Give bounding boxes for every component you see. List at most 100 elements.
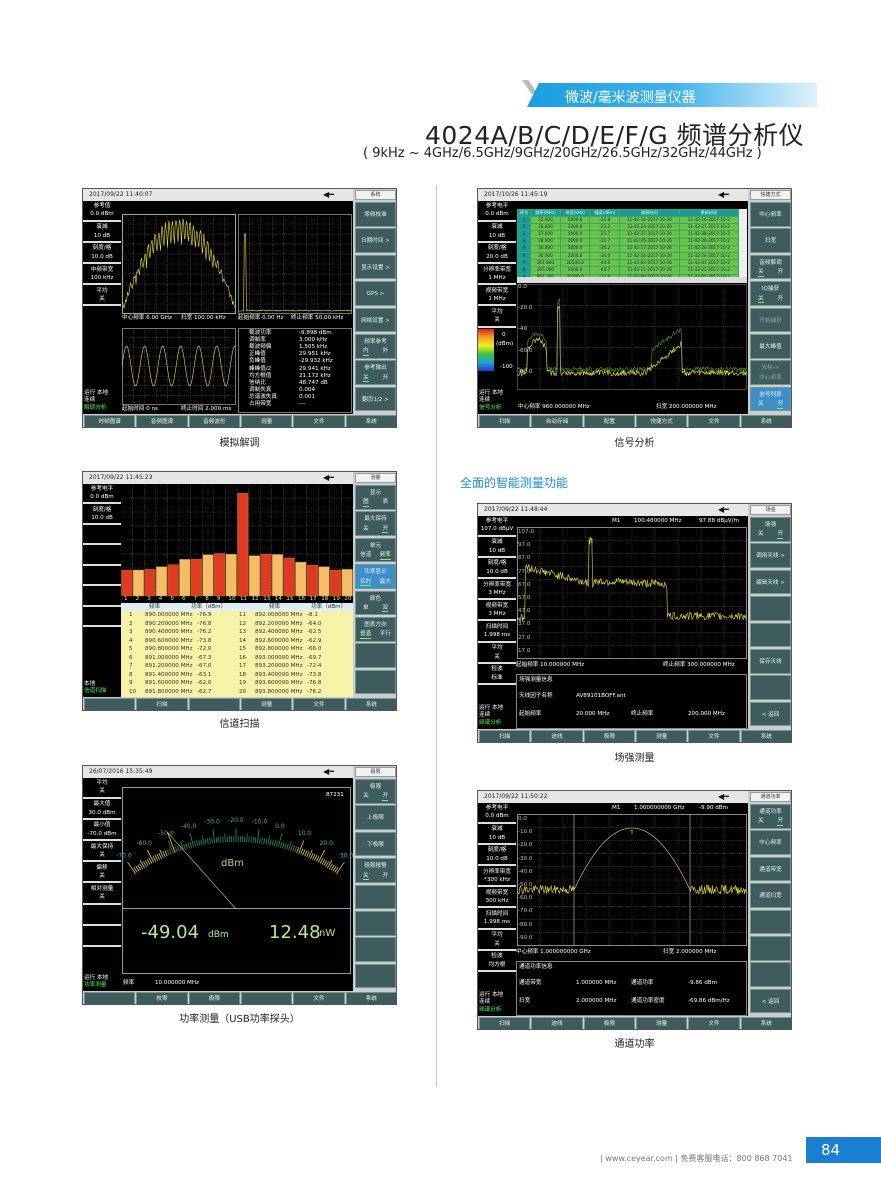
menu-tab[interactable]: 音频图谱 (136, 415, 188, 427)
menu-tab[interactable]: 测量 (635, 1017, 688, 1029)
softkey-option[interactable]: 开 (777, 401, 784, 409)
softkey-option[interactable]: 关 (757, 295, 764, 304)
softkey-option[interactable]: 关 (757, 531, 764, 538)
parameter-item[interactable]: 衰减 10 dB (478, 537, 516, 558)
table-row[interactable]: 2 26.000 2000.0 -22.2 11-42-24-2017-10-26 11-… (516, 223, 740, 232)
parameter-item[interactable]: 参考电平 0.0 dBm (478, 803, 516, 824)
softkey-button[interactable]: GPS > (355, 281, 396, 306)
softkey-option[interactable]: 开 (777, 295, 784, 302)
menu-tab[interactable] (84, 992, 136, 1004)
parameter-item[interactable]: 平均关 (478, 930, 516, 951)
softkey-option[interactable]: 关 (362, 872, 369, 881)
menu-tab[interactable] (84, 698, 136, 710)
parameter-item[interactable]: 参考值 0.0 dBm (83, 201, 121, 222)
menu-tab[interactable]: 配置 (583, 415, 635, 427)
parameter-item[interactable]: 最大值 30.0 dBm (83, 799, 121, 820)
softkey-button[interactable]: 翻页1/2 > (355, 386, 396, 412)
softkey-button[interactable]: 颜色单双 (355, 590, 396, 616)
parameter-item[interactable]: 视频带宽 3 MHz (478, 601, 516, 622)
table-row[interactable]: 7 361.800 20100.0 -44.6 11-42-03-2017-10-26 1… (516, 259, 740, 268)
menu-tab[interactable]: 系统 (345, 698, 396, 710)
softkey-button[interactable]: < 返回 (750, 988, 791, 1014)
softkey-option[interactable]: 开 (382, 374, 389, 381)
softkey-option[interactable]: 双 (382, 605, 389, 613)
parameter-item[interactable] (83, 607, 121, 627)
column-header[interactable]: 序号 (516, 209, 532, 217)
softkey-button[interactable]: 极限关开 (355, 779, 396, 804)
softkey-option[interactable]: 信道 (360, 552, 372, 559)
parameter-item[interactable]: 偏移关 (83, 863, 121, 884)
menu-tab[interactable]: 文件 (688, 415, 740, 427)
menu-tab[interactable]: 系统 (740, 415, 791, 427)
softkey-option[interactable]: 关 (757, 269, 764, 277)
parameter-item[interactable]: 扫描时间 1.998 ms (478, 909, 516, 930)
menu-tab[interactable] (240, 992, 293, 1004)
parameter-item[interactable] (83, 587, 121, 607)
softkey-button[interactable]: 通道功率关开 (750, 804, 791, 829)
parameter-item[interactable]: 最大保持关 (83, 842, 121, 863)
softkey-button[interactable]: 显示设置 > (355, 254, 396, 280)
table-row[interactable]: 8 365.000 5000.0 -44.7 11-42-11-2017-10-26 11… (516, 266, 740, 275)
menu-tab[interactable]: 极限 (583, 730, 635, 742)
softkey-option[interactable]: 内 (362, 348, 369, 356)
softkey-button[interactable] (355, 911, 396, 936)
menu-tab[interactable]: 测量 (635, 730, 688, 742)
softkey-button[interactable]: 编辑天线 > (750, 569, 791, 595)
softkey-button[interactable] (355, 884, 396, 910)
menu-tab[interactable]: 自动存储 (531, 415, 583, 427)
softkey-option[interactable]: 实时 (360, 578, 372, 587)
softkey-button[interactable]: 场强关开 (750, 517, 791, 542)
menu-tab[interactable]: 文件 (293, 698, 345, 710)
softkey-button[interactable]: 图表方向 垂直 平行 (355, 617, 396, 642)
menu-tab[interactable]: 扫描 (136, 698, 188, 710)
parameter-item[interactable]: 分辨率带宽 3 MHz (478, 580, 516, 601)
softkey-option[interactable]: 开 (777, 818, 784, 826)
parameter-item[interactable] (83, 905, 121, 926)
softkey-button[interactable] (750, 936, 791, 961)
softkey-option[interactable]: 开 (382, 793, 389, 801)
column-header[interactable]: 频率(MHz) (530, 209, 561, 217)
softkey-button[interactable]: 信号列表关开 (750, 386, 791, 412)
parameter-item[interactable] (83, 926, 121, 948)
column-header[interactable]: 捕获时间 (619, 209, 680, 217)
softkey-button[interactable]: 开始捕获 (750, 307, 791, 333)
softkey-button[interactable]: 通道带宽 (750, 856, 791, 882)
softkey-button[interactable] (355, 963, 396, 989)
softkey-button[interactable] (750, 909, 791, 935)
parameter-item[interactable]: 参考电平 0.0 dBm (478, 201, 516, 222)
parameter-item[interactable]: 扫描时间 1.998 ms (478, 622, 516, 643)
softkey-button[interactable]: 中心频率 (750, 202, 791, 227)
softkey-button[interactable] (750, 596, 791, 621)
softkey-button[interactable]: 零频校准 (355, 202, 396, 227)
parameter-item[interactable] (83, 525, 121, 545)
menu-tab[interactable]: 扫描 (479, 415, 531, 427)
softkey-option[interactable]: 垂直 (360, 631, 372, 639)
table-row[interactable]: 4 28.000 2000.0 -21.7 11-42-25-2017-10-26 11-… (516, 237, 740, 246)
softkey-button[interactable]: 功率显示 实时 最大 (355, 564, 396, 589)
softkey-option[interactable]: 开 (777, 531, 784, 539)
parameter-item[interactable]: 相对测量关 (83, 884, 121, 905)
column-header[interactable]: 幅度(dBm) (589, 209, 621, 217)
parameter-item[interactable]: 刻度/格 10.0 dB (478, 845, 516, 867)
parameter-item[interactable]: 参考电平 107.0 dBμV (478, 516, 516, 537)
softkey-option[interactable]: 关 (362, 525, 369, 532)
menu-tab[interactable]: 系统 (740, 1017, 791, 1029)
softkey-button[interactable] (355, 937, 396, 962)
softkey-button[interactable] (750, 962, 791, 987)
menu-tab[interactable]: 极限 (188, 992, 240, 1004)
parameter-item[interactable]: 分辨率带宽 1 MHz (478, 265, 516, 286)
parameter-item[interactable]: 平均关 (478, 307, 516, 328)
softkey-button[interactable]: 频率参考内外 (355, 334, 396, 359)
table-row[interactable]: 5 30.000 5000.0 -24.2 11-42-17-2017-10-26 11-… (516, 244, 740, 253)
softkey-button[interactable]: 下极限 (355, 831, 396, 857)
table-row[interactable]: 1 25.000 5000.0 -21.8 11-42-16-2017-10-26 11-… (516, 215, 740, 225)
softkey-option[interactable]: 图 (362, 499, 369, 507)
menu-tab[interactable]: 测量 (240, 698, 293, 710)
softkey-button[interactable]: 单元 信道 频率 (355, 537, 396, 563)
softkey-button[interactable]: 通道扫宽 (750, 883, 791, 908)
parameter-item[interactable]: 参考电平 0.0 dBm (83, 484, 121, 504)
column-header[interactable]: 带宽(kHz) (559, 209, 591, 217)
menu-tab[interactable] (188, 698, 240, 710)
menu-tab[interactable]: 文件 (688, 1017, 740, 1029)
softkey-option[interactable]: 关 (757, 401, 764, 408)
